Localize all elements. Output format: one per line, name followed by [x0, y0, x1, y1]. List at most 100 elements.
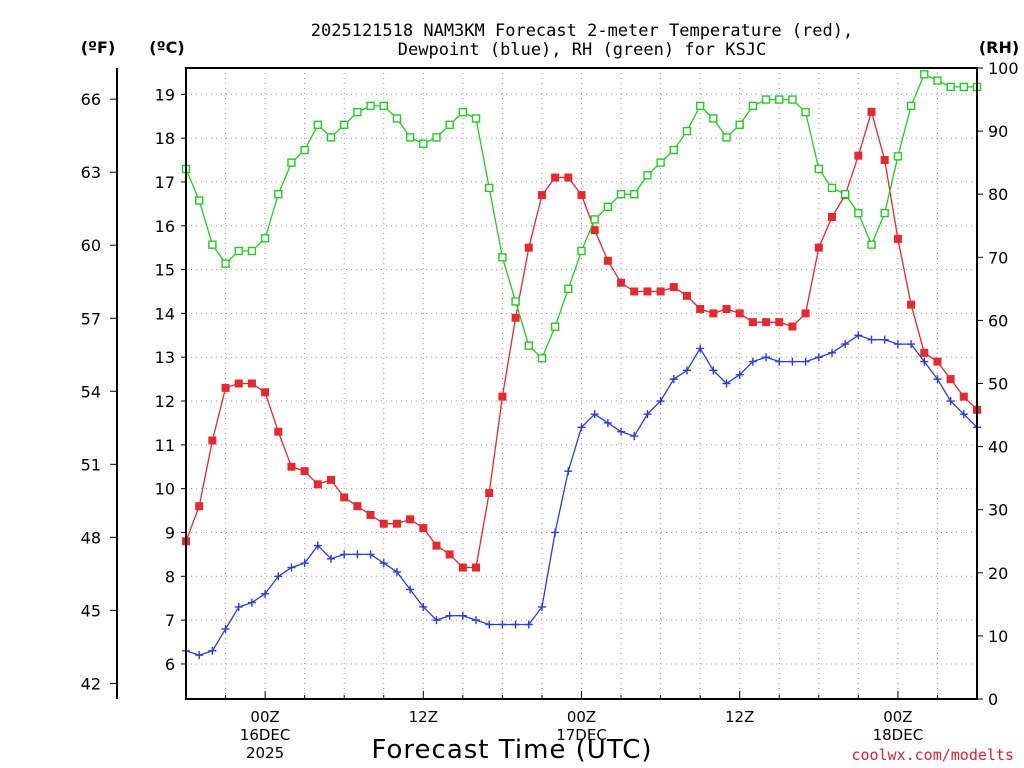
2-meter-temperature-point [287, 462, 296, 471]
rh-point [419, 139, 428, 148]
rh-tick-label: 0 [988, 690, 998, 709]
dewpoint-point [933, 375, 942, 384]
2-meter-temperature-point [577, 191, 586, 200]
celsius-axis: 6 7 8 9 10 11 12 13 14 15 16 17 18 19 [155, 85, 186, 674]
celsius-tick-label: 12 [155, 392, 175, 411]
2-meter-temperature-point [498, 392, 507, 401]
rh-point [247, 246, 257, 256]
rh-point [761, 95, 771, 104]
dewpoint-point [867, 335, 876, 344]
rh-point [550, 322, 560, 331]
dewpoint-point [959, 410, 968, 419]
fahrenheit-tick-label: 45 [81, 601, 101, 620]
celsius-tick-label: 8 [165, 567, 175, 586]
2-meter-temperature-point [524, 243, 533, 252]
celsius-tick-label: 15 [155, 261, 175, 280]
dewpoint-point [617, 427, 626, 436]
2-meter-temperature-point [419, 524, 428, 533]
dewpoint-point [537, 602, 546, 611]
fahrenheit-tick-label: 42 [81, 674, 101, 693]
fahrenheit-tick-label: 66 [81, 90, 101, 109]
rh-point [854, 208, 863, 218]
dewpoint-point [327, 554, 336, 563]
rh-point [933, 76, 942, 85]
2-meter-temperature-point [893, 234, 902, 243]
2-meter-temperature-point [485, 489, 494, 498]
dewpoint-point [392, 567, 401, 576]
celsius-tick-label: 6 [165, 655, 175, 674]
time-tick-label: 12Z [725, 708, 754, 726]
rh-point [669, 145, 678, 155]
dewpoint-point [458, 611, 467, 620]
2-meter-temperature-point [920, 348, 929, 357]
rh-tick-label: 60 [988, 311, 1008, 330]
fahrenheit-tick-label: 57 [81, 309, 101, 328]
rh-tick-label: 50 [988, 375, 1008, 394]
dewpoint-point [524, 620, 533, 629]
chart-title: 2025121518 NAM3KM Forecast 2-meter Tempe… [311, 21, 853, 41]
rh-point [840, 189, 850, 199]
rh-point [827, 183, 837, 193]
rh-point [353, 107, 362, 117]
rh-point [788, 95, 797, 104]
credit-text: coolwx.com/modelts [851, 746, 1014, 764]
dewpoint-point [788, 357, 797, 366]
rh-point [590, 215, 599, 224]
2-meter-temperature-point [445, 550, 454, 559]
dewpoint-point [920, 357, 929, 366]
rh-point [432, 133, 441, 142]
2-meter-temperature-point [959, 392, 968, 401]
2-meter-temperature-point [682, 291, 691, 300]
dewpoint-point [722, 379, 731, 388]
rh-point [260, 234, 270, 243]
rh-point [643, 171, 652, 180]
dewpoint-point [406, 585, 415, 594]
dewpoint-point [841, 340, 850, 349]
rh-point [656, 158, 665, 167]
x-axis-label: Forecast Time (UTC) [371, 735, 652, 765]
2-meter-temperature-point [762, 318, 771, 327]
left-unit-celsius: (ºC) [149, 38, 184, 57]
fahrenheit-tick-label: 60 [81, 236, 101, 255]
rh-point [340, 120, 349, 129]
2-meter-temperature-point [643, 287, 652, 296]
2-meter-temperature-point [656, 287, 665, 296]
2-meter-temperature-point [709, 309, 718, 318]
2-meter-temperature-point [221, 383, 230, 392]
2-meter-temperature-point [946, 375, 955, 384]
rh-point [748, 101, 758, 111]
rh-point [880, 208, 889, 218]
rh-point [906, 101, 916, 111]
2-meter-temperature-point [735, 309, 744, 318]
rh-point [208, 240, 217, 249]
rh-point [445, 120, 454, 129]
celsius-tick-label: 11 [155, 436, 175, 455]
rh-point [814, 164, 823, 174]
2-meter-temperature-point [722, 305, 731, 314]
2-meter-temperature-point [748, 318, 757, 327]
dewpoint-point [287, 563, 296, 572]
dewpoint-point [472, 616, 481, 625]
rh-point [801, 107, 810, 117]
2-meter-temperature-point [854, 151, 863, 160]
dewpoint-point [511, 620, 520, 629]
rh-axis: 0 10 20 30 40 50 60 70 80 90 100 [977, 59, 1019, 709]
rh-point [485, 183, 494, 193]
dewpoint-point [498, 620, 507, 629]
fahrenheit-tick-label: 51 [81, 455, 101, 474]
dewpoint-point [814, 353, 823, 362]
time-tick-label: 00Z [250, 708, 279, 726]
rh-point [234, 246, 243, 256]
rh-point [511, 297, 520, 306]
dewpoint-point [801, 357, 810, 366]
2-meter-temperature-point [564, 173, 573, 182]
2-meter-temperature-point [432, 541, 441, 550]
rh-point [405, 133, 415, 142]
rh-point [775, 95, 784, 104]
dewpoint-point [735, 370, 744, 379]
series-layer [181, 70, 982, 660]
2-meter-temperature-point [775, 318, 784, 327]
rh-point [498, 253, 507, 262]
time-tick-year: 2025 [246, 744, 284, 762]
